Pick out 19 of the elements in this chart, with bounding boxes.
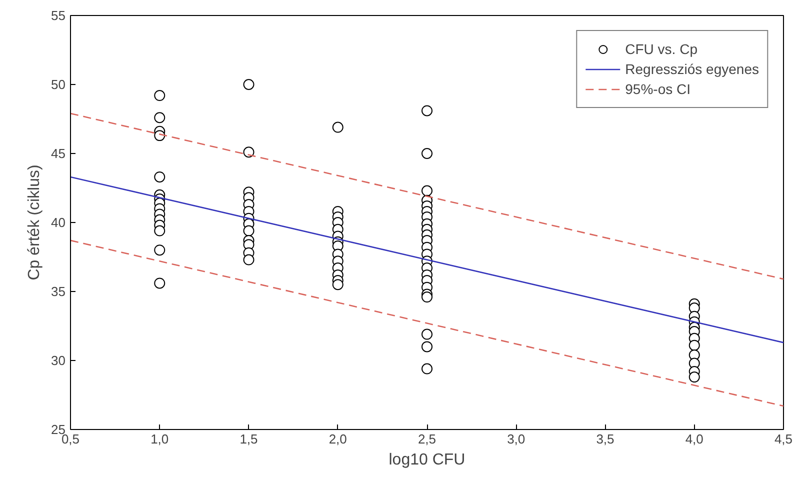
y-axis-title: Cp érték (ciklus) xyxy=(26,164,44,280)
y-tick-label: 40 xyxy=(51,215,66,230)
x-tick-label: 2,5 xyxy=(418,432,436,446)
x-tick-label: 1,0 xyxy=(150,432,169,446)
y-tick-label: 45 xyxy=(51,146,66,161)
y-tick-label: 55 xyxy=(51,8,66,23)
y-tick-label: 35 xyxy=(51,284,66,299)
legend-label: Regressziós egyenes xyxy=(625,61,759,77)
x-axis-title: log10 CFU xyxy=(388,452,466,468)
x-tick-label: 4,0 xyxy=(685,432,704,446)
x-tick-label: 3,5 xyxy=(596,432,614,446)
legend-label: CFU vs. Cp xyxy=(625,41,698,57)
x-tick-label: 3,0 xyxy=(507,432,526,446)
x-tick-label: 4,5 xyxy=(774,432,793,446)
y-tick-label: 50 xyxy=(51,77,66,92)
y-tick-label: 30 xyxy=(51,353,66,368)
x-tick-label: 1,5 xyxy=(240,432,258,446)
x-tick-label: 2,0 xyxy=(328,432,347,446)
legend-label: 95%-os CI xyxy=(625,81,690,97)
